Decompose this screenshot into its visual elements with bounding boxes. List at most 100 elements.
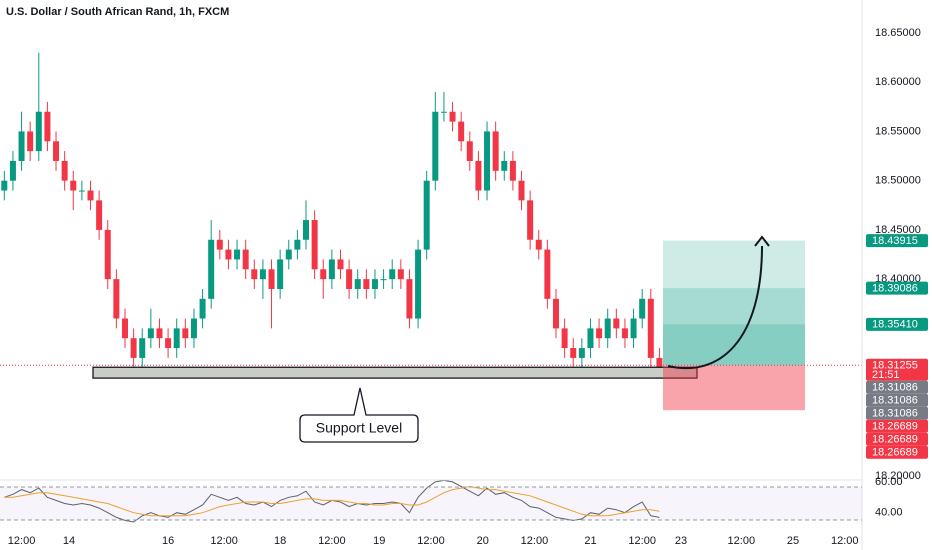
x-tick-label: 12:00 bbox=[831, 535, 859, 547]
candle-body bbox=[535, 239, 542, 250]
price-label: 18.26689 bbox=[872, 433, 918, 445]
candle-body bbox=[647, 298, 654, 358]
x-tick-label: 12:00 bbox=[318, 535, 346, 547]
candle-body bbox=[449, 111, 456, 122]
candle-body bbox=[18, 131, 25, 161]
y-tick-label: 18.50000 bbox=[875, 175, 921, 187]
candle-body bbox=[225, 249, 232, 260]
candle-body bbox=[113, 279, 120, 319]
candle-body bbox=[328, 259, 335, 280]
price-label: 18.31086 bbox=[872, 381, 918, 393]
candle-body bbox=[208, 239, 215, 299]
candle-body bbox=[501, 160, 508, 171]
candle-body bbox=[70, 180, 77, 191]
candle-body bbox=[147, 328, 154, 339]
x-tick-label: 19 bbox=[373, 535, 385, 547]
candle-body bbox=[165, 338, 172, 349]
candle-body bbox=[61, 160, 68, 181]
price-label-box bbox=[866, 406, 928, 420]
candle-body bbox=[371, 279, 378, 289]
candle-body bbox=[432, 111, 439, 181]
rsi-tick-label: 60.00 bbox=[875, 476, 903, 488]
candle-body bbox=[406, 279, 413, 319]
candle-body bbox=[578, 348, 585, 358]
price-label: 18.39086 bbox=[872, 282, 918, 294]
price-label: 18.26689 bbox=[872, 446, 918, 458]
chart-title: U.S. Dollar / South African Rand, 1h, FX… bbox=[6, 6, 229, 18]
candle-body bbox=[78, 190, 85, 192]
candle-body bbox=[656, 357, 663, 368]
x-tick-label: 12:00 bbox=[628, 535, 656, 547]
candle-body bbox=[27, 131, 34, 152]
candle-body bbox=[156, 328, 163, 339]
candle-body bbox=[182, 328, 189, 339]
candle-body bbox=[621, 328, 628, 339]
candle-body bbox=[242, 249, 249, 270]
candle-body bbox=[216, 239, 223, 250]
candle-body bbox=[596, 328, 603, 339]
support-zone bbox=[92, 366, 698, 379]
candle-body bbox=[346, 269, 353, 289]
candle-body bbox=[389, 269, 396, 280]
candle-body bbox=[130, 338, 137, 358]
candle-body bbox=[121, 318, 128, 339]
candle-body bbox=[380, 279, 387, 281]
candle-body bbox=[44, 111, 51, 142]
candle-body bbox=[604, 318, 611, 339]
y-tick-label: 18.45000 bbox=[875, 224, 921, 236]
y-tick-label: 18.55000 bbox=[875, 125, 921, 137]
candle-body bbox=[190, 318, 197, 339]
candle-body bbox=[104, 229, 111, 280]
candle-body bbox=[1, 180, 8, 191]
price-label: 18.31086 bbox=[872, 407, 918, 419]
candle-body bbox=[613, 318, 620, 329]
candle-body bbox=[259, 269, 266, 280]
candle-body bbox=[440, 111, 447, 113]
price-label-box bbox=[866, 380, 928, 394]
x-tick-label: 12:00 bbox=[521, 535, 549, 547]
price-label: 18.26689 bbox=[872, 420, 918, 432]
price-label: 18.31255 bbox=[872, 359, 918, 371]
countdown-label: 21:51 bbox=[872, 369, 900, 381]
candle-body bbox=[552, 298, 559, 329]
price-label-box bbox=[866, 419, 928, 433]
candle-body bbox=[415, 249, 422, 319]
arrow-head bbox=[754, 235, 770, 247]
candle-body bbox=[630, 318, 637, 339]
candle-body bbox=[251, 269, 258, 280]
candle-body bbox=[570, 348, 577, 358]
rsi-band bbox=[0, 487, 862, 520]
target-level-zone bbox=[663, 324, 805, 366]
candle-body bbox=[337, 259, 344, 270]
candle-body bbox=[35, 111, 42, 152]
price-label-box bbox=[866, 432, 928, 446]
rsi-line bbox=[4, 485, 660, 517]
candle-body bbox=[311, 220, 318, 270]
x-tick-label: 12:00 bbox=[417, 535, 445, 547]
stop-zone bbox=[663, 365, 805, 411]
candle-body bbox=[363, 279, 370, 289]
x-tick-label: 12:00 bbox=[728, 535, 756, 547]
candle-body bbox=[268, 269, 275, 289]
price-label-box bbox=[866, 234, 928, 248]
candle-body bbox=[518, 180, 525, 201]
price-label-box bbox=[866, 393, 928, 407]
target-zone bbox=[663, 240, 805, 366]
candle-body bbox=[354, 279, 361, 289]
y-tick-label: 18.20000 bbox=[875, 470, 921, 482]
candle-body bbox=[53, 141, 60, 161]
price-label-box bbox=[866, 358, 928, 381]
candle-body bbox=[423, 180, 430, 250]
price-label: 18.35410 bbox=[872, 319, 918, 331]
candle-body bbox=[320, 269, 327, 280]
y-tick-label: 18.65000 bbox=[875, 27, 921, 39]
x-tick-label: 20 bbox=[477, 535, 489, 547]
candle-body bbox=[484, 131, 491, 191]
candle-body bbox=[527, 200, 534, 240]
candle-body bbox=[285, 249, 292, 260]
x-tick-label: 21 bbox=[584, 535, 596, 547]
candle-body bbox=[587, 328, 594, 349]
x-tick-label: 23 bbox=[675, 535, 687, 547]
